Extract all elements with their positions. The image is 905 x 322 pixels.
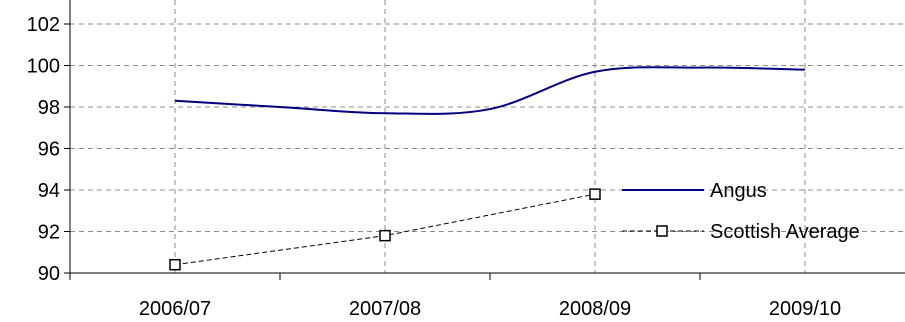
y-tick-label: 102 [27, 14, 60, 36]
axes: 90 92 94 96 98 100 102 2006/07 2007/08 2008/09 200… [27, 0, 905, 320]
legend-label-scottish-average: Scottish Average [710, 221, 860, 243]
y-tick-label: 96 [38, 139, 60, 161]
y-tick-label: 92 [38, 222, 60, 244]
series-lines [169, 66, 806, 271]
grid [70, 0, 905, 273]
legend-entry-scottish-average: Scottish Average [622, 221, 860, 243]
legend: Angus Scottish Average [622, 180, 860, 243]
x-tick-label: 2007/08 [349, 298, 421, 320]
x-tick-label: 2006/07 [139, 298, 211, 320]
legend-label-angus: Angus [710, 180, 767, 202]
legend-marker-scottish-average [656, 225, 668, 237]
data-point-scottish-average [379, 229, 391, 242]
y-tick-label: 98 [38, 97, 60, 119]
data-point-scottish-average [169, 258, 181, 271]
series-line-angus [174, 66, 806, 115]
y-tick-label: 90 [38, 263, 60, 285]
y-tick-label: 100 [27, 56, 60, 78]
data-point-scottish-average [589, 188, 601, 200]
legend-entry-angus: Angus [622, 180, 767, 202]
x-tick-label: 2009/10 [769, 298, 841, 320]
x-tick-label: 2008/09 [559, 298, 631, 320]
y-tick-label: 94 [38, 180, 60, 202]
